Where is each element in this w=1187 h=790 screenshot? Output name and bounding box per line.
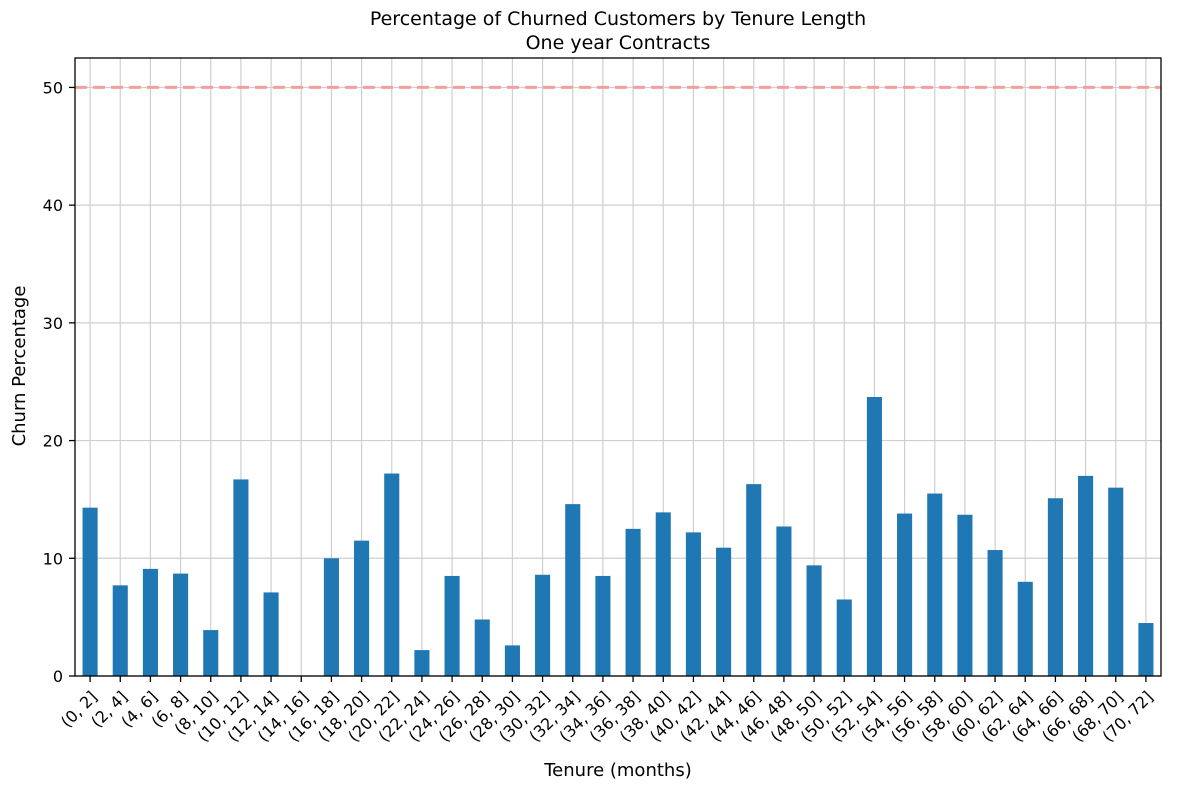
bar [866,397,882,676]
chart-subtitle: One year Contracts [526,32,711,54]
bar [836,599,852,676]
x-axis-label: Tenure (months) [543,760,691,781]
bar [655,512,671,676]
bar [927,493,943,676]
y-tick-label: 0 [53,667,63,686]
bar [384,473,400,676]
bar [233,479,249,676]
bar [625,528,641,676]
plot-frame [74,57,1162,677]
bar [263,592,279,676]
bar [685,532,701,676]
bar [897,513,913,676]
y-tick-label: 40 [43,196,63,215]
chart-title: Percentage of Churned Customers by Tenur… [370,8,866,30]
bar [173,573,189,676]
bar [354,540,370,676]
bar [716,547,732,676]
bar [987,550,1003,676]
bar [565,504,581,676]
bar [323,558,339,676]
bar [746,484,762,676]
bar [1047,498,1063,676]
bar-layer [82,397,1154,676]
bar [1078,475,1094,676]
bar [595,575,611,676]
bar [1108,487,1124,676]
bar [474,619,490,676]
bar [112,585,128,676]
bar [806,565,822,676]
bar [414,650,430,676]
bar [82,507,98,676]
bar [535,574,551,676]
bar [444,575,460,676]
y-tick-label: 20 [43,432,63,451]
bar [1138,623,1154,676]
y-axis-label: Churn Percentage [9,286,30,447]
y-tick-label: 10 [43,549,63,568]
bar [776,526,792,676]
y-tick-label: 30 [43,314,63,333]
bar [203,630,219,676]
bar [1017,581,1033,676]
bar [142,568,158,676]
bar [504,645,520,676]
bar [957,514,973,676]
y-tick-label: 50 [43,78,63,97]
